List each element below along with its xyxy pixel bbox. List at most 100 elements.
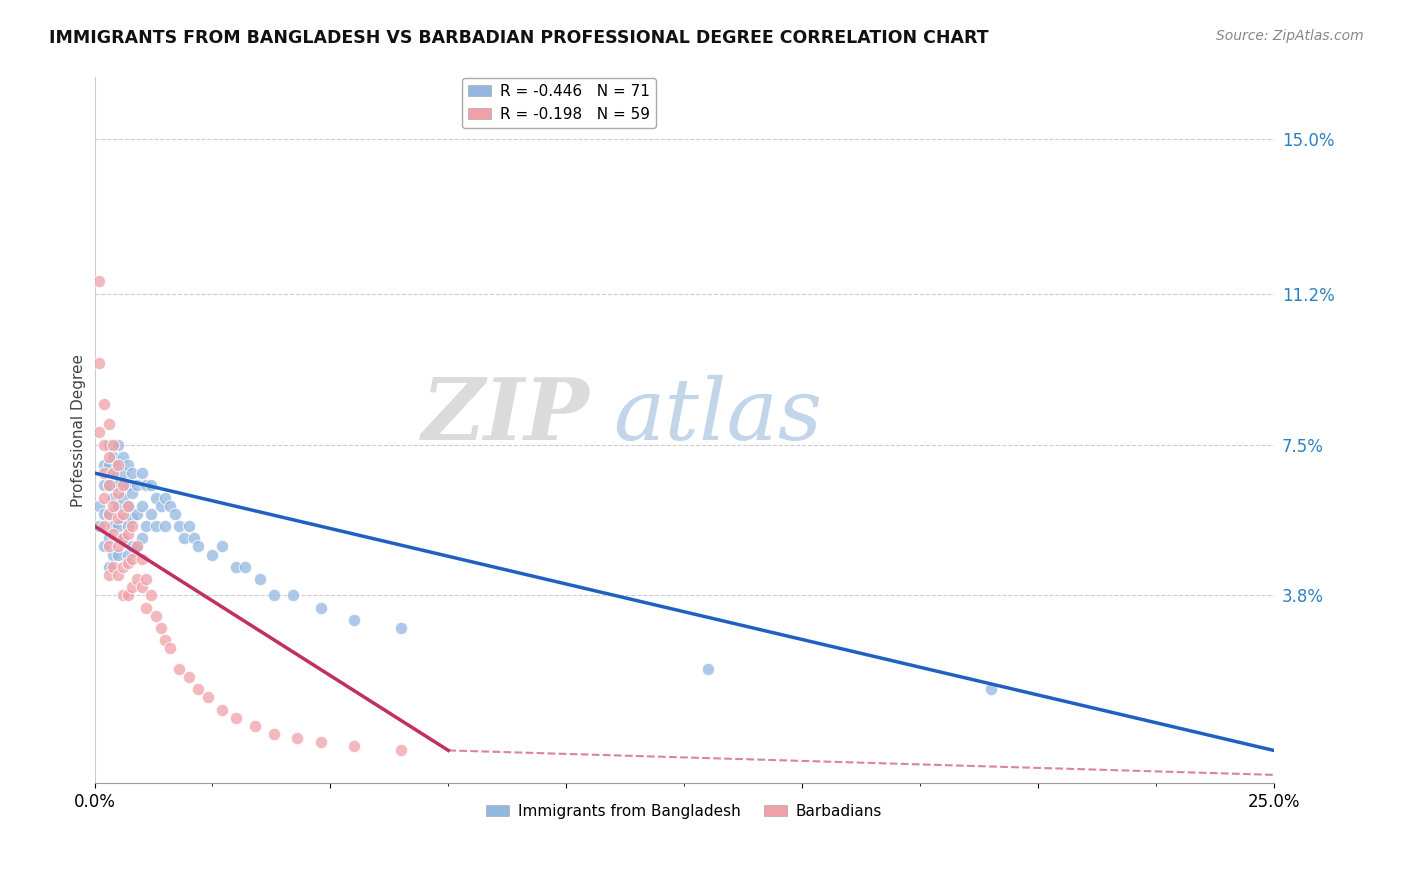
Point [389,743,412,757]
Point [117,556,139,570]
Point [163,507,186,521]
Point [117,499,139,513]
Point [93,478,115,492]
Point [135,478,157,492]
Point [97,568,120,582]
Point [93,397,115,411]
Point [131,499,153,513]
Point [141,589,163,603]
Point [93,519,115,533]
Point [309,600,332,615]
Point [187,682,209,697]
Point [111,589,134,603]
Point [121,580,143,594]
Point [125,478,148,492]
Point [103,466,125,480]
Legend: Immigrants from Bangladesh, Barbadians: Immigrants from Bangladesh, Barbadians [479,797,889,825]
Point [117,499,139,513]
Point [107,499,129,513]
Point [89,274,111,288]
Point [131,466,153,480]
Point [187,540,209,554]
Point [107,486,129,500]
Point [201,548,224,562]
Point [103,437,125,451]
Point [281,589,304,603]
Point [117,589,139,603]
Text: IMMIGRANTS FROM BANGLADESH VS BARBADIAN PROFESSIONAL DEGREE CORRELATION CHART: IMMIGRANTS FROM BANGLADESH VS BARBADIAN … [49,29,988,46]
Point [97,507,120,521]
Point [343,739,366,754]
Point [149,621,172,635]
Point [141,507,163,521]
Point [93,437,115,451]
Point [197,690,219,705]
Text: ZIP: ZIP [422,375,589,458]
Point [211,703,233,717]
Point [141,478,163,492]
Point [103,548,125,562]
Y-axis label: Professional Degree: Professional Degree [72,354,86,507]
Point [111,507,134,521]
Point [131,580,153,594]
Point [111,532,134,546]
Point [980,682,1002,697]
Point [107,511,129,525]
Point [89,499,111,513]
Point [103,450,125,464]
Point [125,540,148,554]
Point [97,417,120,431]
Point [97,540,120,554]
Point [117,519,139,533]
Point [177,670,200,684]
Point [145,491,167,505]
Point [121,466,143,480]
Point [93,507,115,521]
Point [111,466,134,480]
Point [225,560,247,574]
Point [107,458,129,472]
Point [135,519,157,533]
Text: atlas: atlas [613,375,823,458]
Point [103,466,125,480]
Point [173,532,195,546]
Point [97,507,120,521]
Point [93,540,115,554]
Point [145,519,167,533]
Point [117,478,139,492]
Point [125,540,148,554]
Point [263,727,285,741]
Point [121,486,143,500]
Point [103,560,125,574]
Point [107,458,129,472]
Point [93,466,115,480]
Point [243,719,266,733]
Point [103,527,125,541]
Point [159,641,181,656]
Point [235,560,257,574]
Point [169,519,191,533]
Point [103,499,125,513]
Point [149,499,172,513]
Point [159,499,181,513]
Point [155,491,177,505]
Point [211,540,233,554]
Point [97,478,120,492]
Point [107,519,129,533]
Point [111,491,134,505]
Point [111,478,134,492]
Point [89,356,111,370]
Point [103,491,125,505]
Point [169,662,191,676]
Point [97,532,120,546]
Point [107,478,129,492]
Point [309,735,332,749]
Point [125,507,148,521]
Point [121,540,143,554]
Point [97,450,120,464]
Point [117,527,139,541]
Point [103,519,125,533]
Point [135,572,157,586]
Point [121,519,143,533]
Point [225,711,247,725]
